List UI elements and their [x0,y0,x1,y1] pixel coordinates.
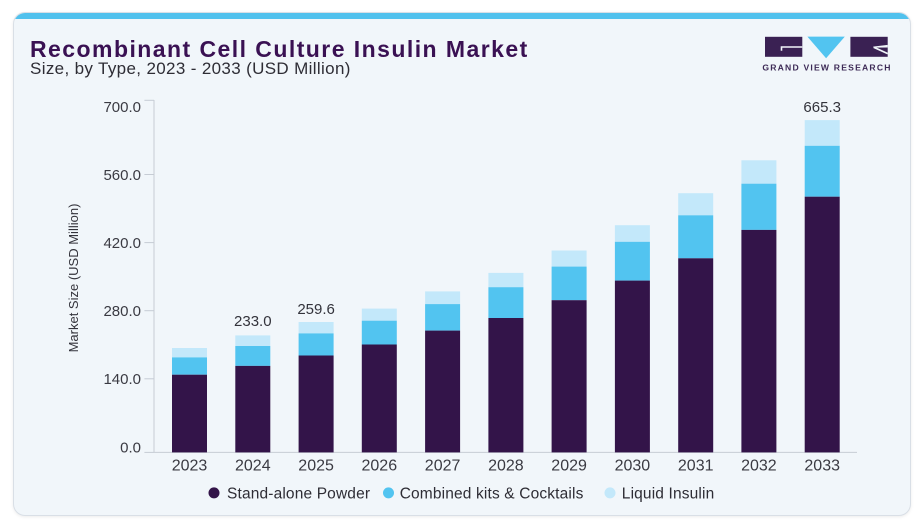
svg-text:2029: 2029 [551,458,587,475]
svg-text:GRAND VIEW RESEARCH: GRAND VIEW RESEARCH [762,63,891,73]
svg-text:140.0: 140.0 [103,371,141,388]
svg-text:Combined kits & Cocktails: Combined kits & Cocktails [400,485,584,502]
svg-text:280.0: 280.0 [103,303,141,320]
svg-text:560.0: 560.0 [103,167,141,184]
svg-text:2027: 2027 [425,458,461,475]
svg-text:2030: 2030 [615,458,651,475]
svg-text:Stand-alone Powder: Stand-alone Powder [227,485,370,502]
svg-text:2031: 2031 [678,458,714,475]
svg-text:2026: 2026 [362,458,398,475]
svg-text:420.0: 420.0 [103,235,141,252]
svg-text:665.3: 665.3 [803,99,841,116]
svg-text:0.0: 0.0 [120,439,141,456]
svg-text:2025: 2025 [298,458,334,475]
svg-text:233.0: 233.0 [234,313,272,330]
svg-text:259.6: 259.6 [297,301,335,318]
svg-text:2024: 2024 [235,458,271,475]
svg-text:700.0: 700.0 [103,99,141,116]
svg-text:2028: 2028 [488,458,524,475]
svg-text:2032: 2032 [741,458,777,475]
svg-text:2033: 2033 [804,458,840,475]
svg-text:2023: 2023 [172,458,208,475]
svg-text:Market Size (USD Million): Market Size (USD Million) [66,204,81,353]
svg-text:Liquid Insulin: Liquid Insulin [622,485,715,502]
